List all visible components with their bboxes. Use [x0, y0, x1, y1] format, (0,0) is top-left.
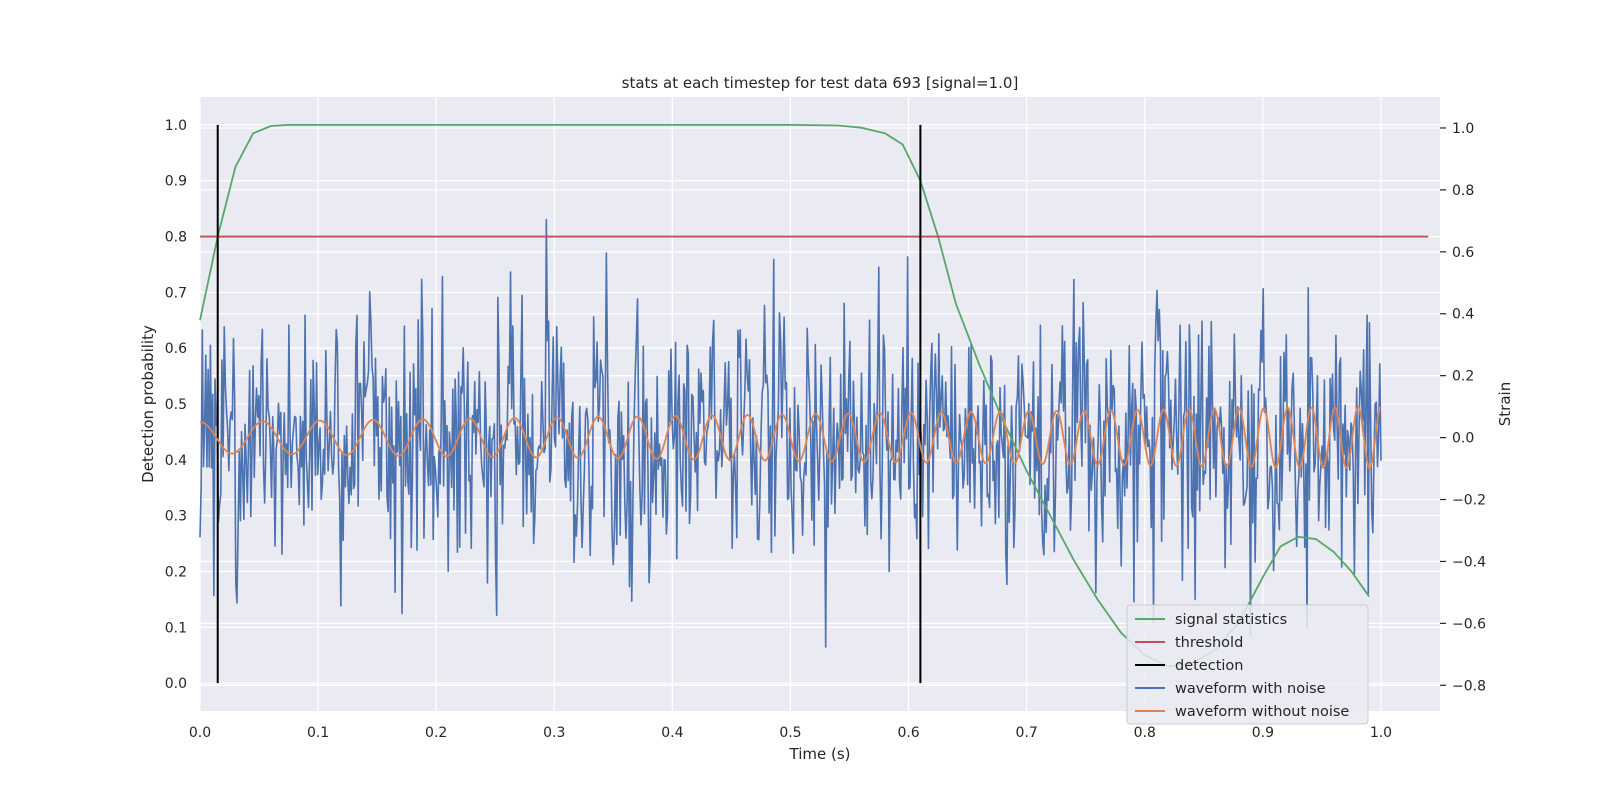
y-left-tick-label: 0.3 — [165, 509, 187, 525]
legend-box — [1126, 604, 1369, 725]
y-left-axis-ticks: 0.0 0.1 0.2 0.3 0.4 0.5 0.6 0.7 0.8 0.9 1.0 — [165, 118, 187, 692]
x-tick-label: 0.3 — [543, 725, 565, 741]
y-left-tick-label: 0.1 — [165, 620, 187, 636]
y-right-tick-label: −0.8 — [1452, 678, 1486, 694]
y-left-tick-label: 1.0 — [165, 118, 187, 134]
y-left-tick-label: 0.6 — [165, 341, 187, 357]
y-left-tick-label: 0.8 — [165, 230, 187, 246]
y-right-tick-label: 0.6 — [1452, 245, 1474, 261]
x-tick-label: 0.4 — [661, 725, 683, 741]
legend-label: waveform with noise — [1175, 681, 1326, 697]
legend-label: detection — [1175, 658, 1243, 674]
chart-title: stats at each timestep for test data 693… — [622, 74, 1019, 92]
x-tick-label: 1.0 — [1370, 725, 1392, 741]
x-tick-label: 0.7 — [1016, 725, 1038, 741]
y-right-axis-ticks: −0.8 −0.6 −0.4 −0.2 0.0 0.2 0.4 0.6 0.8 1.0 — [1440, 121, 1486, 694]
x-axis-label: Time (s) — [789, 745, 851, 763]
legend: signal statistics threshold detection wavef… — [1126, 604, 1369, 725]
series-waveform-with-noise — [199, 218, 1382, 648]
legend-label: signal statistics — [1175, 612, 1287, 628]
y-right-tick-label: −0.6 — [1452, 616, 1486, 632]
x-tick-label: 0.5 — [779, 725, 801, 741]
x-tick-label: 0.2 — [425, 725, 447, 741]
y-right-tick-label: −0.4 — [1452, 554, 1486, 570]
x-tick-label: 0.6 — [897, 725, 919, 741]
x-tick-label: 0.8 — [1134, 725, 1156, 741]
series-waveform-without-noise — [199, 405, 1382, 470]
x-tick-label: 0.0 — [189, 725, 211, 741]
y-right-tick-label: 0.8 — [1452, 183, 1474, 199]
y-left-tick-label: 0.5 — [165, 397, 187, 413]
legend-label: threshold — [1175, 635, 1243, 651]
y-right-tick-label: 0.4 — [1452, 307, 1474, 323]
y-left-tick-label: 0.9 — [165, 174, 187, 190]
legend-label: waveform without noise — [1175, 704, 1349, 720]
y-right-tick-label: −0.2 — [1452, 493, 1486, 509]
x-tick-label: 0.1 — [307, 725, 329, 741]
y-left-tick-label: 0.4 — [165, 453, 187, 469]
y-right-tick-label: 0.2 — [1452, 369, 1474, 385]
series-signal-statistics — [199, 124, 1370, 668]
y-right-axis-label: Strain — [1496, 382, 1514, 426]
y-left-tick-label: 0.2 — [165, 564, 187, 580]
y-left-tick-label: 0.7 — [165, 285, 187, 301]
y-right-tick-label: 1.0 — [1452, 121, 1474, 137]
y-left-tick-label: 0.0 — [165, 676, 187, 692]
y-left-axis-label: Detection probability — [139, 325, 157, 483]
x-tick-label: 0.9 — [1252, 725, 1274, 741]
plot-lines — [199, 124, 1429, 684]
x-axis-ticks: 0.0 0.1 0.2 0.3 0.4 0.5 0.6 0.7 0.8 0.9 1.0 — [189, 725, 1392, 741]
y-right-tick-label: 0.0 — [1452, 431, 1474, 447]
